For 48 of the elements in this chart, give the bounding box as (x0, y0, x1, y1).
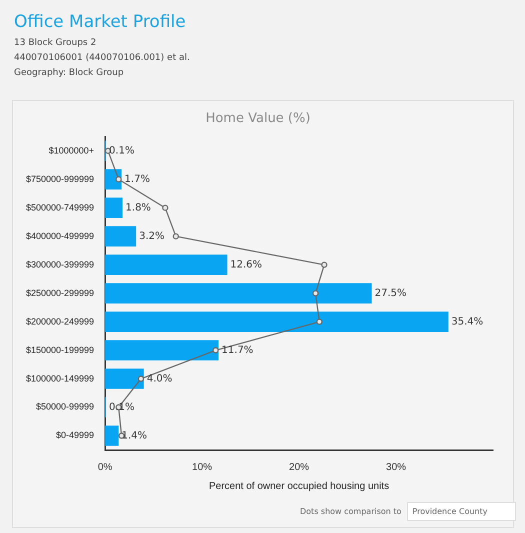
x-axis-title: Percent of owner occupied housing units (208, 480, 390, 492)
bar (105, 368, 144, 389)
text: 440070106001 (440070106.001) et al. (14, 52, 190, 65)
y-tick-label: $1000000+ (48, 145, 94, 156)
data-label: 27.5% (374, 288, 407, 299)
text: Dots show comparison to (300, 507, 402, 516)
chart-title: Home Value (%) (206, 111, 310, 126)
point (138, 376, 144, 382)
bar (105, 283, 372, 304)
x-tick-label: 20% (289, 462, 310, 473)
point (172, 233, 179, 240)
point (316, 318, 322, 325)
data-label: 11.7% (222, 344, 254, 356)
bar (105, 254, 228, 275)
point (162, 204, 168, 211)
point (312, 290, 319, 296)
bar (105, 426, 119, 446)
data-label: 12.6% (230, 259, 262, 270)
text: Office Market Profile (14, 12, 187, 32)
text: 13 Block Groups 2 (14, 37, 98, 50)
bar (105, 198, 123, 218)
bar (105, 312, 448, 332)
bar (105, 226, 136, 246)
y-tick-label: $300000-399999 (26, 259, 94, 270)
x-tick-label: 30% (386, 462, 406, 473)
point (116, 176, 122, 182)
x-tick-label: 0% (98, 462, 112, 473)
y-tick-label: $500000-749999 (26, 202, 94, 212)
data-label: 1.7% (124, 174, 150, 185)
text: Geography: Block Group (14, 67, 125, 80)
bar (105, 340, 219, 360)
y-tick-label: $400000-499999 (26, 230, 94, 241)
data-label: 4.0% (146, 373, 172, 384)
point (212, 347, 219, 354)
y-tick-label: $200000-249999 (26, 316, 94, 326)
x-tick-label: 10% (192, 462, 212, 473)
text: Providence County (407, 502, 516, 521)
y-tick-label: $250000-299999 (26, 288, 94, 298)
data-label: 0.1% (109, 145, 134, 156)
y-tick-label: $50000-99999 (36, 402, 94, 412)
y-tick-label: $0-49999 (56, 430, 94, 440)
y-tick-label: $150000-199999 (26, 344, 94, 355)
point (321, 262, 328, 268)
data-label: 1.8% (126, 202, 151, 214)
y-tick-label: $750000-999999 (26, 174, 94, 184)
data-label: 3.2% (139, 230, 165, 242)
y-tick-label: $100000-149999 (26, 373, 94, 384)
data-label: 35.4% (451, 316, 484, 328)
